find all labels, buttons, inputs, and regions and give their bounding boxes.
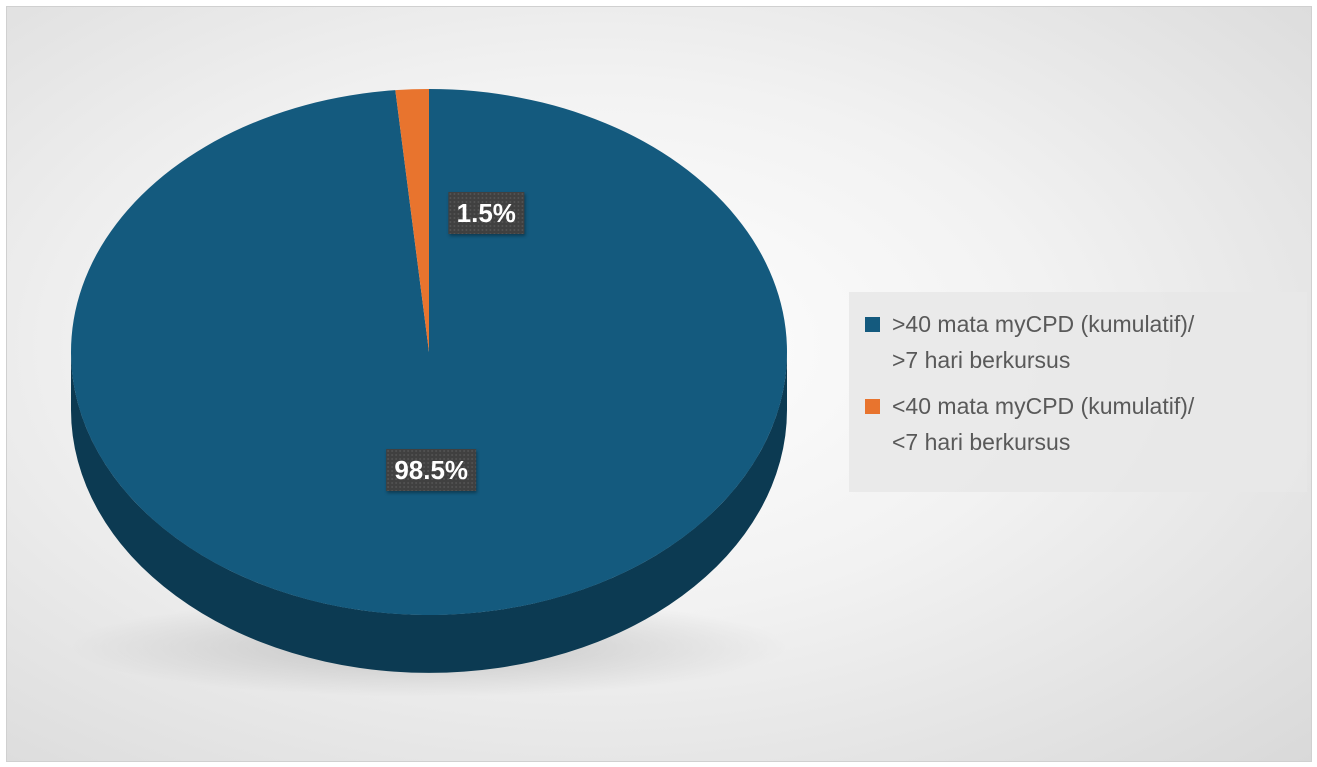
chart-area: 98.5% 1.5% >40 mata myCPD (kumulatif)/ >7 … (6, 6, 1312, 762)
legend-label-line: <7 hari berkursus (892, 429, 1071, 455)
legend-item-2[interactable]: <40 mata myCPD (kumulatif)/ <7 hari berku… (865, 388, 1307, 460)
pie-slice-side-1 (71, 352, 787, 673)
pie-tops (71, 89, 788, 615)
legend-label: >40 mata myCPD (kumulatif)/ >7 hari berku… (892, 306, 1194, 378)
legend-label-line: >40 mata myCPD (kumulatif)/ (892, 311, 1195, 337)
legend-label: <40 mata myCPD (kumulatif)/ <7 hari berku… (892, 388, 1194, 460)
data-label-1: 98.5% (386, 449, 477, 492)
legend: >40 mata myCPD (kumulatif)/ >7 hari berku… (849, 292, 1307, 492)
legend-item-1[interactable]: >40 mata myCPD (kumulatif)/ >7 hari berku… (865, 306, 1307, 378)
legend-label-line: <40 mata myCPD (kumulatif)/ (892, 393, 1195, 419)
pie-slice-1[interactable] (71, 89, 788, 615)
pie-sides (71, 352, 787, 673)
pie-slice-2[interactable] (395, 89, 429, 352)
legend-label-line: >7 hari berkursus (892, 347, 1071, 373)
legend-swatch (865, 317, 880, 332)
legend-swatch (865, 399, 880, 414)
data-label-2: 1.5% (448, 191, 524, 234)
pie-chart (69, 89, 789, 697)
